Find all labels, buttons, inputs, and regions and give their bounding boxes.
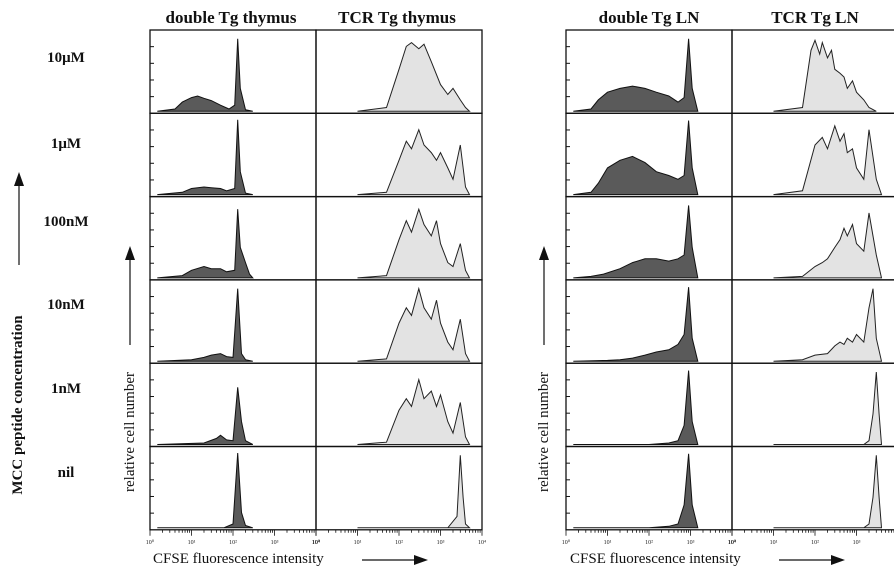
xlabel-thymus: CFSE fluorescence intensity [153,551,324,567]
x-tick-label: 10⁴ [312,540,320,546]
histogram-double-tg-thymus-4 [157,387,254,445]
row-label-100nm: 100nM [44,214,89,230]
histogram-double-tg-thymus-0 [157,38,253,112]
histogram-double-tg-ln-3 [573,287,699,362]
row-label-10nm: 10nM [47,297,85,313]
panel-frame-double-tg-thymus-1 [149,112,317,198]
panel-frame-double-tg-thymus-0 [149,29,317,114]
histogram-double-tg-ln-2 [573,205,699,279]
x-tick-label: 10⁰ [146,539,155,546]
x-tick-label: 10³ [437,540,445,546]
panel-frame-double-tg-ln-4 [565,362,733,448]
panel-frame-double-tg-thymus-4 [149,362,317,448]
row-label-10um: 10μM [47,50,85,66]
histogram-tcr-tg-ln-2 [773,212,883,279]
peptide-concentration-label: MCC peptide concentration [10,315,26,495]
ylabel-thymus: relative cell number [122,372,138,492]
x-tick-label: 10² [395,540,403,546]
x-tick-label: 10¹ [354,540,362,546]
histogram-double-tg-ln-4 [573,370,699,445]
panel-frame-double-tg-ln-3 [565,279,733,364]
row-label-1nm: 1nM [51,381,81,397]
histogram-tcr-tg-ln-4 [773,371,883,445]
xlabel-ln: CFSE fluorescence intensity [570,551,741,567]
histogram-tcr-tg-ln-1 [773,124,883,196]
histogram-double-tg-ln-0 [573,38,699,112]
histogram-double-tg-ln-5 [573,453,699,529]
row-label-1um: 1μM [51,136,81,152]
row-label-nil: nil [58,465,75,481]
histogram-tcr-tg-thymus-4 [357,377,471,445]
x-tick-label: 10¹ [604,540,612,546]
histogram-tcr-tg-ln-3 [773,288,883,362]
x-tick-label: 10² [645,540,653,546]
x-tick-label: 10³ [687,540,695,546]
histogram-tcr-tg-thymus-3 [357,286,471,362]
histogram-double-tg-ln-1 [573,120,699,196]
histogram-tcr-tg-ln-0 [773,38,877,112]
column-title-double-tg-ln: double Tg LN [599,8,701,27]
column-title-double-tg-thymus: double Tg thymus [165,8,296,27]
panel-frame-double-tg-ln-5 [565,445,733,531]
x-tick-label: 10⁴ [728,540,736,546]
column-title-tcr-tg-thymus: TCR Tg thymus [338,8,456,27]
histogram-tcr-tg-thymus-0 [357,41,471,112]
x-tick-label: 10⁴ [478,540,486,546]
histogram-double-tg-thymus-1 [157,119,253,196]
panel-frame-double-tg-thymus-2 [149,195,317,281]
x-tick-label: 10⁰ [312,539,321,546]
x-tick-label: 10² [229,540,237,546]
ylabel-thymus-arrow-head [125,246,135,260]
histogram-tcr-tg-thymus-1 [357,128,471,196]
x-tick-label: 10⁰ [562,539,571,546]
histogram-tcr-tg-thymus-5 [357,455,471,529]
x-tick-label: 10¹ [770,540,778,546]
ylabel-ln: relative cell number [536,372,552,492]
x-tick-label: 10¹ [188,540,196,546]
xlabel-ln-arrow-head [831,555,845,565]
x-tick-label: 10³ [853,540,861,546]
histogram-double-tg-thymus-3 [157,288,253,362]
xlabel-thymus-arrow-head [414,555,428,565]
histogram-tcr-tg-ln-5 [773,455,883,529]
concentration-arrow-head [14,172,24,186]
x-tick-label: 10² [811,540,819,546]
histogram-double-tg-thymus-5 [157,452,253,529]
ylabel-ln-arrow-head [539,246,549,260]
x-tick-label: 10⁰ [728,539,737,546]
x-tick-label: 10³ [271,540,279,546]
histogram-double-tg-thymus-2 [157,209,254,279]
histogram-tcr-tg-thymus-2 [357,207,471,279]
column-title-tcr-tg-ln: TCR Tg LN [771,8,859,27]
